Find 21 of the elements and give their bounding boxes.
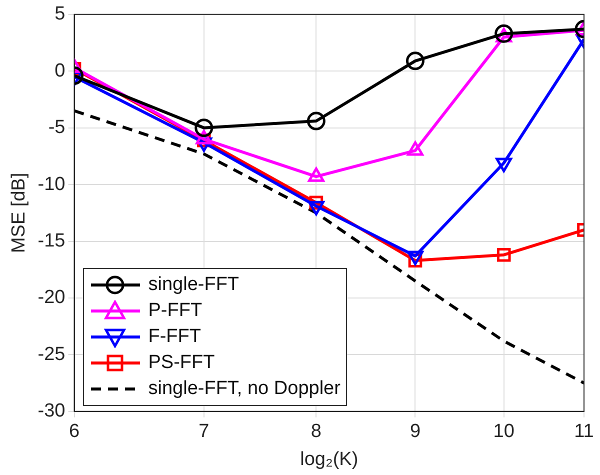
y-tick-label: 5	[54, 4, 66, 25]
x-axis-title: log₂(K)	[300, 448, 358, 470]
y-tick-label: -10	[38, 174, 66, 195]
y-tick-label: -30	[38, 400, 66, 422]
y-tick-label: -5	[48, 117, 66, 138]
legend-label: single-FFT	[148, 274, 240, 296]
y-tick-label: -25	[38, 344, 66, 365]
x-tick-label: 10	[493, 421, 514, 442]
x-tick-label: 6	[68, 421, 80, 442]
x-tick-label: 9	[410, 421, 421, 442]
y-tick-label: 0	[54, 60, 66, 82]
y-axis-title: MSE [dB]	[8, 172, 30, 254]
legend-label: P-FFT	[148, 300, 202, 322]
legend-label: PS-FFT	[148, 352, 215, 374]
y-tick-label: -15	[38, 230, 66, 252]
legend-label: F-FFT	[148, 326, 202, 348]
legend-label: single-FFT, no Doppler	[148, 378, 340, 400]
x-tick-label: 7	[198, 421, 210, 442]
y-tick-label: -20	[38, 287, 66, 308]
x-tick-label: 8	[310, 421, 322, 442]
x-tick-label: 11	[574, 421, 594, 442]
